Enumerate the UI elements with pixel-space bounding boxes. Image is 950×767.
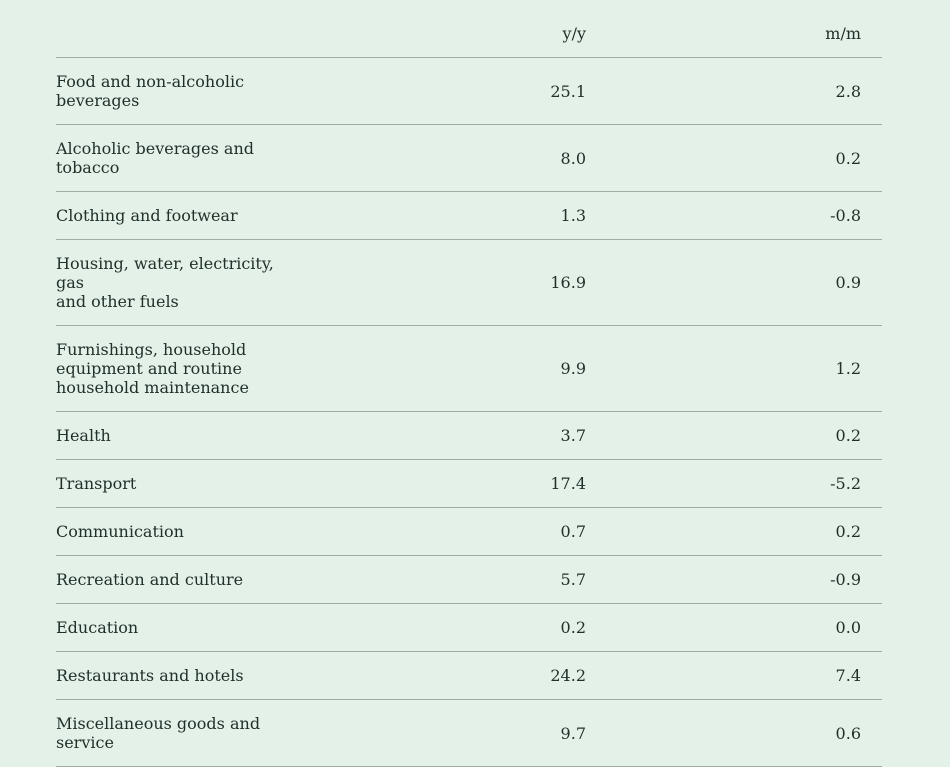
mom-value-cell: -0.8 [586,191,882,240]
table-row: Recreation and culture 5.7 -0.9 [56,555,882,604]
table-row: Housing, water, electricity, gas and oth… [56,239,882,326]
table-row: Restaurants and hotels 24.2 7.4 [56,651,882,700]
category-cell: Clothing and footwear [56,191,306,240]
mom-value-cell: 0.2 [586,507,882,556]
category-cell: Housing, water, electricity, gas and oth… [56,239,306,326]
mom-value-cell: 7.4 [586,651,882,700]
yoy-value-cell: 16.9 [306,239,586,326]
yoy-value-cell: 25.1 [306,57,586,125]
category-column-header [56,14,306,58]
cpi-table-container: y/y m/m Food and non-alcoholic beverages… [56,14,882,767]
mom-value-cell: 0.9 [586,239,882,326]
table-row: Miscellaneous goods and service 9.7 0.6 [56,699,882,767]
mom-value-cell: 0.6 [586,699,882,767]
yoy-column-header: y/y [306,14,586,58]
category-cell: Restaurants and hotels [56,651,306,700]
mom-value-cell: 0.0 [586,603,882,652]
category-cell: Alcoholic beverages and tobacco [56,124,306,192]
table-row: Health 3.7 0.2 [56,411,882,460]
table-row: Food and non-alcoholic beverages 25.1 2.8 [56,57,882,125]
mom-value-cell: 2.8 [586,57,882,125]
category-cell: Health [56,411,306,460]
table-header: y/y m/m [56,14,882,58]
table-row: Communication 0.7 0.2 [56,507,882,556]
table-row: Transport 17.4 -5.2 [56,459,882,508]
mom-value-cell: -5.2 [586,459,882,508]
category-cell: Food and non-alcoholic beverages [56,57,306,125]
yoy-value-cell: 3.7 [306,411,586,460]
yoy-value-cell: 9.7 [306,699,586,767]
yoy-value-cell: 0.2 [306,603,586,652]
yoy-value-cell: 24.2 [306,651,586,700]
category-cell: Transport [56,459,306,508]
mom-value-cell: 1.2 [586,325,882,412]
cpi-categories-table: y/y m/m Food and non-alcoholic beverages… [56,14,882,767]
mom-value-cell: 0.2 [586,124,882,192]
mom-value-cell: 0.2 [586,411,882,460]
category-cell: Recreation and culture [56,555,306,604]
category-cell: Education [56,603,306,652]
yoy-value-cell: 8.0 [306,124,586,192]
category-cell: Communication [56,507,306,556]
yoy-value-cell: 5.7 [306,555,586,604]
yoy-value-cell: 0.7 [306,507,586,556]
table-row: Alcoholic beverages and tobacco 8.0 0.2 [56,124,882,192]
table-row: Clothing and footwear 1.3 -0.8 [56,191,882,240]
yoy-value-cell: 1.3 [306,191,586,240]
table-row: Furnishings, household equipment and rou… [56,325,882,412]
table-row: Education 0.2 0.0 [56,603,882,652]
yoy-value-cell: 17.4 [306,459,586,508]
table-body: Food and non-alcoholic beverages 25.1 2.8 A… [56,57,882,767]
mom-value-cell: -0.9 [586,555,882,604]
header-row: y/y m/m [56,14,882,58]
page: { "colors": { "background": "#e4f1e9", "… [56,14,882,767]
mom-column-header: m/m [586,14,882,58]
yoy-value-cell: 9.9 [306,325,586,412]
category-cell: Furnishings, household equipment and rou… [56,325,306,412]
category-cell: Miscellaneous goods and service [56,699,306,767]
